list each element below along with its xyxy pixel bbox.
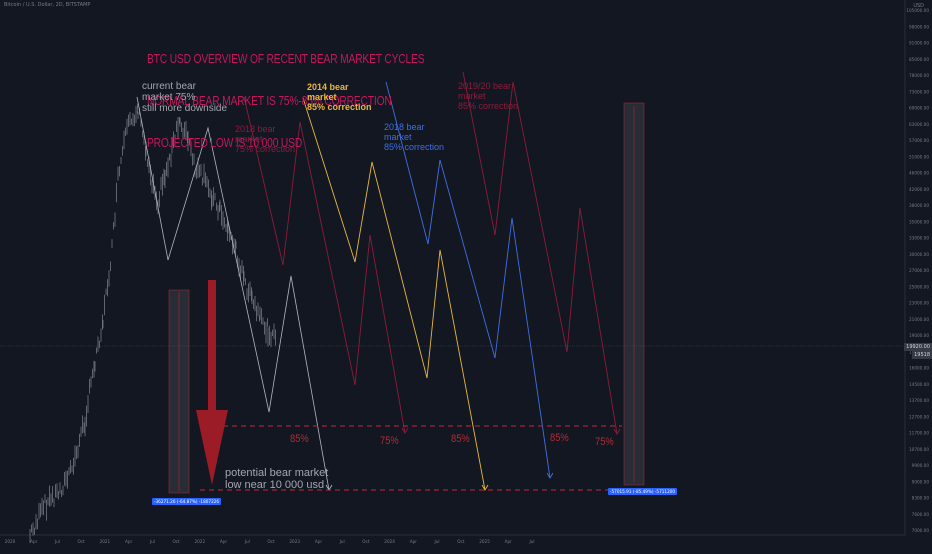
pct-label-2: 75% [380,435,399,447]
y-tick-label: 19000.00 [909,333,929,338]
y-tick-label: 73000.00 [909,89,929,94]
y-tick-label: 30000.00 [909,252,929,257]
x-tick-label: Apr [30,539,38,544]
y-tick-label: 46000.00 [909,171,929,176]
x-tick-label: 2023 [289,539,300,544]
y-tick-label: 27000.00 [909,268,929,273]
y-tick-label: 38000.00 [909,203,929,208]
x-tick-label: 2025 [479,539,490,544]
x-tick-label: Jul [339,539,345,544]
x-tick-label: Apr [410,539,418,544]
big-down-arrow [196,280,228,485]
x-tick-label: Oct [172,539,180,544]
bear-2018b-note: 2018 bear market 85% correction [384,122,445,153]
x-tick-label: Jul [528,539,534,544]
bear-2018-note: 2018 bear market 75% correction [235,124,296,155]
x-tick-label: Apr [125,539,133,544]
bear-2018b-projection-line [385,81,551,479]
y-tick-label: 98000.00 [909,24,929,29]
potential-low-note: potential bear market low near 10 000 us… [225,467,329,492]
bear-2019-note: 2019/20 bear market 85% correction [458,81,519,112]
bear-2018-arrowhead [401,427,409,434]
y-tick-label: 51000.00 [909,154,929,159]
x-tick-label: 2021 [100,539,111,544]
x-tick-label: 2024 [384,539,395,544]
bear-2019-arrowhead [613,428,621,435]
currency-label: USD [913,3,924,9]
measure-tag-left[interactable]: -36271.26 (-64.87%) -1807226 [152,498,222,505]
title-line-1: BTC USD OVERVIEW OF RECENT BEAR MARKET C… [147,52,425,66]
bear-2019-projection-line [462,71,618,435]
y-tick-label: 7000.00 [912,528,930,533]
bear-2018-projection-line [243,96,406,434]
current-projection-line [136,96,330,491]
x-tick-label: Jul [434,539,440,544]
bear-2014-note: 2014 bear market 85% correction [307,82,372,113]
title-line-3: PROJECTED LOW IS 10 000 USD [147,136,303,150]
countdown-box: 19518 [912,351,932,359]
y-tick-label: 35000.00 [909,219,929,224]
bear-2018b-arrowhead [546,472,554,479]
title-line-2: NORMAL BEAR MARKET IS 75%-85% CORRECTION [147,94,392,108]
price-axis-panel [905,0,932,550]
x-tick-label: Oct [362,539,370,544]
x-tick-label: Jul [244,539,250,544]
y-tick-label: 25000.00 [909,284,929,289]
pct-label-4: 85% [550,432,569,444]
y-tick-label: 63000.00 [909,122,929,127]
x-tick-label: 2022 [194,539,205,544]
x-tick-label: Apr [220,539,228,544]
bear-2014-arrowhead [481,484,489,491]
y-tick-label: 16000.00 [909,366,929,371]
y-tick-label: 23000.00 [909,301,929,306]
y-tick-label: 13700.00 [909,398,929,403]
x-tick-label: Apr [315,539,323,544]
last-price-box: 19920.00 [904,343,932,351]
x-tick-label: 2020 [5,539,16,544]
pct-label-5: 75% [595,436,614,448]
x-tick-label: Apr [505,539,513,544]
pct-label-3: 85% [451,433,470,445]
y-tick-label: 78000.00 [909,73,929,78]
x-tick-label: Oct [267,539,275,544]
y-tick-label: 7600.00 [912,512,930,517]
y-tick-label: 14500.00 [909,382,929,387]
y-tick-label: 91000.00 [909,41,929,46]
y-tick-label: 69000.00 [909,106,929,111]
y-tick-label: 11700.00 [909,431,929,436]
y-tick-label: 9000.00 [912,479,930,484]
symbol-header: Bitcoin / U.S. Dollar, 2D, BITSTAMP [4,2,91,8]
y-tick-label: 12700.00 [909,414,929,419]
x-tick-label: Jul [149,539,155,544]
x-tick-label: Jul [54,539,60,544]
x-tick-label: Oct [78,539,86,544]
x-tick-label: Oct [457,539,465,544]
y-tick-label: 33000.00 [909,236,929,241]
y-tick-label: 10700.00 [909,447,929,452]
y-tick-label: 42000.00 [909,187,929,192]
y-tick-label: 105000.00 [906,8,929,13]
title-block: BTC USD OVERVIEW OF RECENT BEAR MARKET C… [147,24,425,178]
y-tick-label: 57000.00 [909,138,929,143]
y-tick-label: 8300.00 [912,496,930,501]
y-tick-label: 9900.00 [912,463,930,468]
pct-label-1: 85% [290,433,309,445]
measure-tag-right[interactable]: -57015.91 (-85.49%) -5711200 [608,488,678,495]
bear-2014-projection-line [302,97,486,491]
y-tick-label: 85000.00 [909,57,929,62]
y-tick-label: 21000.00 [909,317,929,322]
current-bear-note: current bear market 75% still more downs… [142,81,228,115]
